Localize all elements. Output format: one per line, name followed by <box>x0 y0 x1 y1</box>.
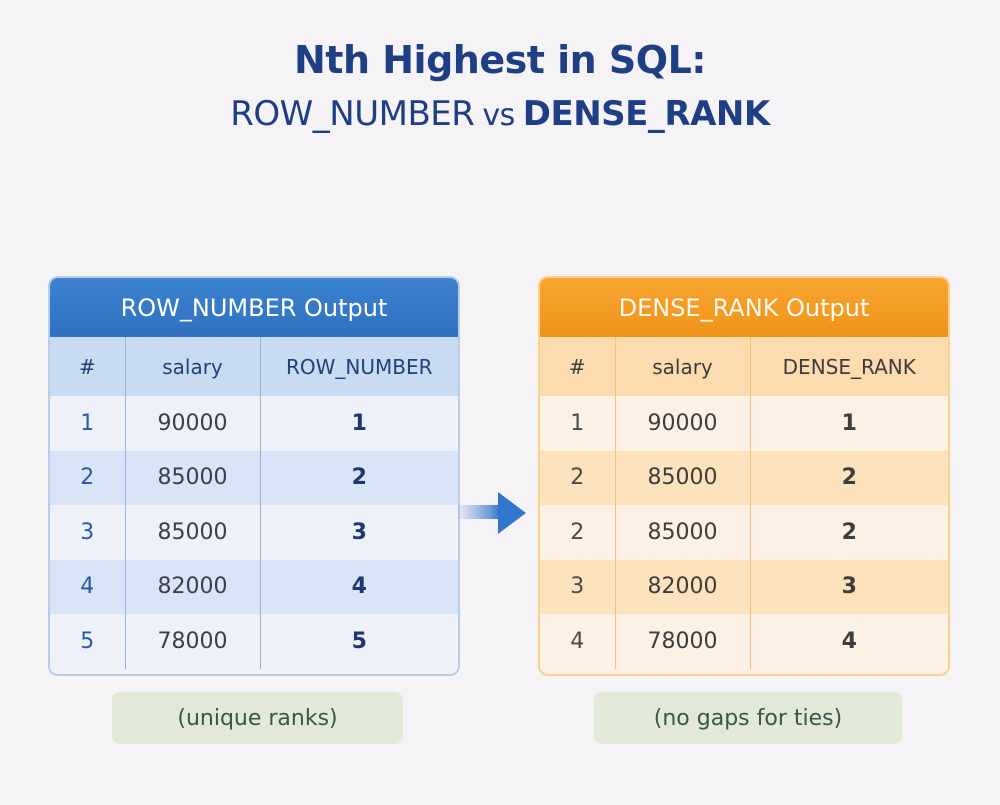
arrow-right-icon <box>458 492 526 534</box>
column-header-salary: salary <box>615 337 751 396</box>
cell-rank: 5 <box>260 614 458 669</box>
table-row: 3 82000 3 <box>540 559 948 614</box>
cell-rank: 1 <box>260 396 458 451</box>
cell-rank: 1 <box>750 396 948 451</box>
table-row: 3 85000 3 <box>50 505 458 560</box>
cell-salary: 85000 <box>615 505 751 560</box>
table-row: 1 90000 1 <box>50 396 458 451</box>
table-row: 1 90000 1 <box>540 396 948 451</box>
cell-rank: 2 <box>750 505 948 560</box>
cell-salary: 90000 <box>615 396 751 451</box>
cell-index: 4 <box>50 559 126 614</box>
column-header-index: # <box>540 337 616 396</box>
cell-index: 1 <box>50 396 126 451</box>
cell-salary: 85000 <box>615 450 751 505</box>
dense-rank-panel-header: DENSE_RANK Output <box>540 278 948 337</box>
cell-salary: 90000 <box>125 396 261 451</box>
cell-salary: 82000 <box>615 559 751 614</box>
column-header-salary: salary <box>125 337 261 396</box>
cell-index: 3 <box>50 505 126 560</box>
table-row: 2 85000 2 <box>540 505 948 560</box>
cell-salary: 82000 <box>125 559 261 614</box>
dense-rank-panel: DENSE_RANK Output # salary DENSE_RANK 1 … <box>538 276 950 676</box>
title-dense-rank: DENSE_RANK <box>522 94 770 134</box>
table-header-row: # salary ROW_NUMBER <box>50 337 458 396</box>
cell-rank: 2 <box>260 450 458 505</box>
column-header-row-number: ROW_NUMBER <box>260 337 458 396</box>
cell-index: 4 <box>540 614 616 669</box>
cell-rank: 3 <box>750 559 948 614</box>
dense-rank-note: (no gaps for ties) <box>594 692 902 744</box>
cell-index: 2 <box>540 450 616 505</box>
cell-salary: 85000 <box>125 450 261 505</box>
table-row: 2 85000 2 <box>50 450 458 505</box>
dense-rank-table: # salary DENSE_RANK 1 90000 1 2 85000 2 … <box>540 337 948 669</box>
table-row: 2 85000 2 <box>540 450 948 505</box>
table-row: 5 78000 5 <box>50 614 458 669</box>
cell-rank: 4 <box>750 614 948 669</box>
table-row: 4 78000 4 <box>540 614 948 669</box>
row-number-note: (unique ranks) <box>112 692 403 744</box>
title-line-2: ROW_NUMBER vs DENSE_RANK <box>0 94 1000 134</box>
title-vs: vs <box>482 98 515 133</box>
cell-rank: 2 <box>750 450 948 505</box>
row-number-panel-header: ROW_NUMBER Output <box>50 278 458 337</box>
cell-rank: 3 <box>260 505 458 560</box>
cell-rank: 4 <box>260 559 458 614</box>
cell-salary: 78000 <box>125 614 261 669</box>
cell-salary: 78000 <box>615 614 751 669</box>
row-number-panel: ROW_NUMBER Output # salary ROW_NUMBER 1 … <box>48 276 460 676</box>
cell-salary: 85000 <box>125 505 261 560</box>
cell-index: 5 <box>50 614 126 669</box>
row-number-table: # salary ROW_NUMBER 1 90000 1 2 85000 2 … <box>50 337 458 669</box>
cell-index: 2 <box>50 450 126 505</box>
column-header-index: # <box>50 337 126 396</box>
title-line-1: Nth Highest in SQL: <box>293 38 707 82</box>
cell-index: 1 <box>540 396 616 451</box>
table-header-row: # salary DENSE_RANK <box>540 337 948 396</box>
cell-index: 2 <box>540 505 616 560</box>
table-row: 4 82000 4 <box>50 559 458 614</box>
title-row-number: ROW_NUMBER <box>230 94 475 134</box>
column-header-dense-rank: DENSE_RANK <box>750 337 948 396</box>
cell-index: 3 <box>540 559 616 614</box>
